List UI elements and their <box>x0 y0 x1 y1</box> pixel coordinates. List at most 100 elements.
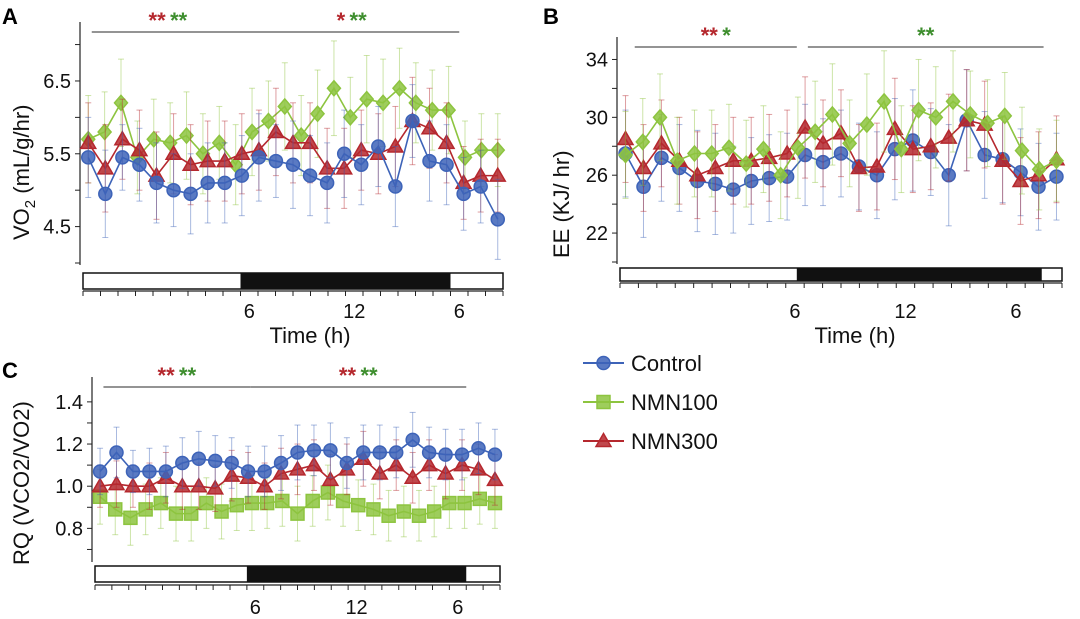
legend: Control NMN100 NMN300 <box>583 351 718 454</box>
data-point-nmn300 <box>272 464 290 480</box>
x-tick-label-b: 6 <box>1010 301 1021 323</box>
data-point-control <box>761 170 777 186</box>
data-point-nmn300 <box>164 144 183 161</box>
significance-mark-a: ** <box>149 8 167 33</box>
significance-mark-c: ** <box>356 363 378 388</box>
data-point-nmn300 <box>173 477 192 493</box>
data-point-control <box>306 443 322 458</box>
data-point-nmn300 <box>288 460 307 476</box>
significance-marks-c: ** ** <box>158 363 197 388</box>
panel-letter-c: C <box>2 358 18 383</box>
data-point-control <box>142 464 157 479</box>
series-control-a <box>81 84 505 260</box>
y-tick-label-c: 0.8 <box>55 518 83 540</box>
data-point-nmn300 <box>198 152 217 168</box>
panel-letter-a: A <box>2 4 18 29</box>
data-point-nmn100 <box>487 495 503 511</box>
data-point-nmn100 <box>335 493 351 509</box>
data-point-nmn300 <box>130 141 149 157</box>
data-point-nmn300 <box>616 130 635 146</box>
data-point-nmn300 <box>488 166 507 182</box>
data-point-nmn100 <box>396 504 412 519</box>
data-point-nmn300 <box>688 166 707 182</box>
data-point-control <box>207 453 223 469</box>
data-point-nmn300 <box>140 477 159 493</box>
legend-label-nmn300: NMN300 <box>631 429 718 454</box>
data-point-control <box>323 443 338 458</box>
data-point-nmn300 <box>921 137 940 153</box>
data-point-nmn100 <box>408 94 424 112</box>
data-point-nmn300 <box>318 159 336 175</box>
significance-marks-a: * ** <box>337 8 368 33</box>
data-point-control <box>941 167 956 183</box>
data-point-control <box>405 432 420 448</box>
data-point-control <box>92 464 108 479</box>
data-point-control <box>132 157 147 172</box>
y-axis-title-a-sub: 2 <box>22 200 39 208</box>
data-point-nmn100 <box>473 141 489 159</box>
data-point-nmn300 <box>706 158 725 175</box>
y-axis-title-c: RQ (VCO2/VO2) <box>9 401 34 565</box>
y-axis-title-a: VO2 (mL/g/hr) <box>9 105 39 241</box>
data-point-nmn300 <box>305 456 323 472</box>
series-nmn100-c <box>92 464 503 546</box>
y-axis-title-a-main: VO <box>9 208 34 240</box>
legend-marker-control <box>596 355 611 371</box>
series-nmn100-b <box>618 50 1064 220</box>
data-point-control <box>654 150 669 166</box>
data-point-nmn100 <box>738 154 754 173</box>
data-point-control <box>473 179 488 194</box>
x-tick-label-c: 12 <box>345 597 367 619</box>
data-point-nmn100 <box>457 495 472 511</box>
data-point-nmn100 <box>146 130 162 148</box>
data-point-nmn300 <box>904 140 922 156</box>
data-point-nmn100 <box>123 510 138 526</box>
data-point-nmn100 <box>108 502 123 517</box>
x-axis-title-a: Time (h) <box>269 323 350 348</box>
data-point-control <box>636 179 651 195</box>
data-point-nmn100 <box>807 123 823 141</box>
y-tick-label-a: 4.5 <box>43 217 71 239</box>
dark-period-c <box>246 566 467 582</box>
y-axis-title-b: EE (KJ/ hr) <box>549 150 574 258</box>
x-tick-label-a: 12 <box>343 301 365 323</box>
data-point-control <box>336 146 352 162</box>
data-point-nmn300 <box>436 464 455 480</box>
data-point-nmn300 <box>215 152 234 168</box>
data-point-nmn100 <box>138 502 153 517</box>
data-point-control <box>285 157 301 172</box>
y-tick-label-c: 1.2 <box>55 434 83 456</box>
data-point-nmn300 <box>437 133 456 150</box>
dark-period-b <box>796 268 1042 281</box>
data-point-nmn300 <box>886 119 904 136</box>
data-point-control <box>98 186 113 202</box>
data-point-nmn100 <box>244 495 260 511</box>
data-point-nmn300 <box>233 144 251 161</box>
data-point-nmn100 <box>359 90 375 108</box>
y-tick-label-b: 34 <box>586 49 608 71</box>
data-point-control <box>217 175 232 191</box>
data-point-control <box>708 176 723 192</box>
data-point-control <box>319 175 335 191</box>
data-point-nmn300 <box>724 151 743 167</box>
data-point-control <box>487 447 503 462</box>
data-point-control <box>268 153 284 169</box>
data-point-nmn100 <box>928 108 944 126</box>
data-point-control <box>273 455 289 471</box>
x-tick-label-b: 6 <box>789 301 800 323</box>
data-point-nmn100 <box>424 101 440 119</box>
significance-marks-b: ** <box>917 23 935 48</box>
significance-mark-a: ** <box>166 8 188 33</box>
y-axis-title-a-rest: (mL/g/hr) <box>9 105 34 200</box>
data-point-control <box>149 175 164 191</box>
data-point-nmn300 <box>634 158 653 175</box>
significance-mark-b: ** <box>917 23 935 48</box>
data-point-nmn100 <box>229 497 244 513</box>
data-point-nmn300 <box>189 477 208 493</box>
significance-mark-c: ** <box>175 363 197 388</box>
data-point-nmn100 <box>391 79 407 97</box>
x-tick-label-b: 12 <box>894 301 916 323</box>
data-point-nmn100 <box>305 493 320 509</box>
data-point-nmn100 <box>214 504 229 519</box>
